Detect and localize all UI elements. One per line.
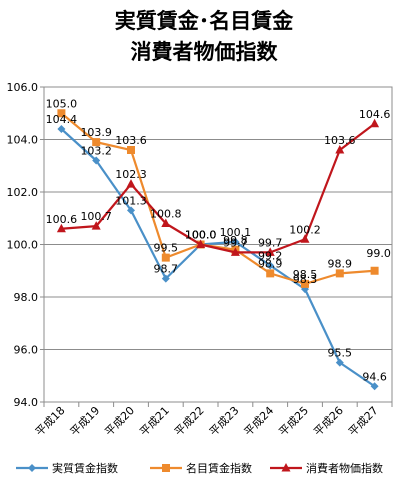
data-label: 94.6 — [362, 370, 387, 383]
data-label: 95.5 — [328, 347, 353, 360]
x-tick-label: 平成19 — [68, 404, 103, 439]
data-point — [231, 237, 240, 246]
data-label: 100.7 — [80, 210, 112, 223]
data-label: 98.9 — [328, 257, 353, 270]
data-point — [127, 146, 135, 154]
data-label: 104.4 — [46, 113, 78, 126]
data-label: 100.2 — [289, 223, 321, 236]
legend-label: 実質賃金指数 — [52, 461, 118, 475]
y-tick-label: 106.0 — [7, 81, 39, 94]
data-point — [161, 253, 170, 262]
data-point — [57, 109, 66, 118]
series-line-3 — [61, 122, 376, 254]
data-point — [161, 274, 170, 283]
legend-label: 消費者物価指数 — [306, 461, 383, 475]
data-label: 99.8 — [223, 234, 248, 247]
data-label: 98.3 — [293, 273, 318, 286]
data-label: 100.0 — [185, 229, 217, 242]
data-label: 99.5 — [154, 242, 179, 255]
data-point — [91, 221, 101, 230]
x-tick-label: 平成25 — [276, 404, 311, 439]
data-point — [92, 138, 101, 147]
data-label: 99.2 — [258, 250, 283, 263]
data-point — [300, 234, 310, 243]
chart-title-line-2: 消費者物価指数 — [130, 40, 278, 64]
data-label: 105.0 — [46, 97, 78, 110]
data-label: 98.5 — [293, 268, 318, 281]
data-label: 99.7 — [258, 236, 283, 249]
x-tick-label: 平成18 — [33, 404, 68, 439]
y-tick-label: 96.0 — [14, 344, 39, 357]
data-point — [335, 358, 344, 367]
data-point — [266, 269, 275, 278]
legend-marker — [162, 464, 170, 472]
data-label: 102.3 — [115, 168, 147, 181]
data-point — [92, 156, 101, 165]
x-tick-label: 平成22 — [172, 404, 207, 439]
data-label: 100.0 — [185, 229, 217, 242]
data-point — [230, 247, 240, 256]
data-label: 104.6 — [359, 108, 391, 121]
x-tick-label: 平成23 — [207, 404, 242, 439]
data-label: 103.6 — [324, 134, 356, 147]
data-point — [196, 239, 206, 248]
legend-marker — [28, 464, 36, 472]
chart-title: 実質賃金･名目賃金 消費者物価指数 — [0, 6, 408, 68]
x-tick-label: 平成26 — [311, 404, 346, 439]
data-point — [127, 206, 135, 215]
data-label: 103.6 — [115, 134, 147, 147]
data-point — [161, 218, 171, 227]
data-label: 100.1 — [220, 226, 252, 239]
chart-title-line-1: 実質賃金･名目賃金 — [114, 9, 294, 33]
data-label: 98.7 — [154, 263, 179, 276]
x-tick-label: 平成24 — [242, 404, 277, 439]
data-label: 98.9 — [258, 257, 283, 270]
data-point — [370, 118, 380, 128]
series-line-2 — [60, 112, 375, 285]
series-line-1 — [60, 128, 376, 388]
data-point — [370, 382, 379, 391]
x-tick-label: 平成27 — [346, 404, 381, 439]
data-label: 99.0 — [366, 247, 391, 260]
data-point — [56, 223, 66, 233]
data-label: 100.8 — [150, 208, 182, 221]
data-label: 103.9 — [80, 126, 112, 139]
y-tick-label: 102.0 — [7, 186, 39, 199]
data-point — [301, 279, 309, 288]
data-label: 100.0 — [185, 229, 217, 242]
y-tick-label: 98.0 — [14, 291, 39, 304]
x-tick-label: 平成20 — [102, 404, 137, 439]
data-label: 101.3 — [115, 194, 147, 207]
data-label: 103.2 — [80, 145, 112, 158]
y-tick-label: 94.0 — [14, 396, 39, 409]
data-point — [335, 145, 345, 154]
data-point — [126, 179, 136, 188]
data-label: 99.7 — [223, 236, 248, 249]
data-point — [57, 125, 66, 133]
x-tick-label: 平成21 — [137, 404, 172, 439]
y-tick-label: 100.0 — [7, 239, 39, 252]
data-point — [266, 261, 275, 270]
legend-label: 名目賃金指数 — [186, 461, 252, 475]
y-tick-label: 104.0 — [7, 134, 39, 147]
data-point — [335, 269, 344, 278]
data-point — [370, 266, 379, 275]
data-point — [265, 247, 275, 256]
data-label: 100.6 — [46, 213, 78, 226]
legend-marker — [281, 463, 291, 472]
